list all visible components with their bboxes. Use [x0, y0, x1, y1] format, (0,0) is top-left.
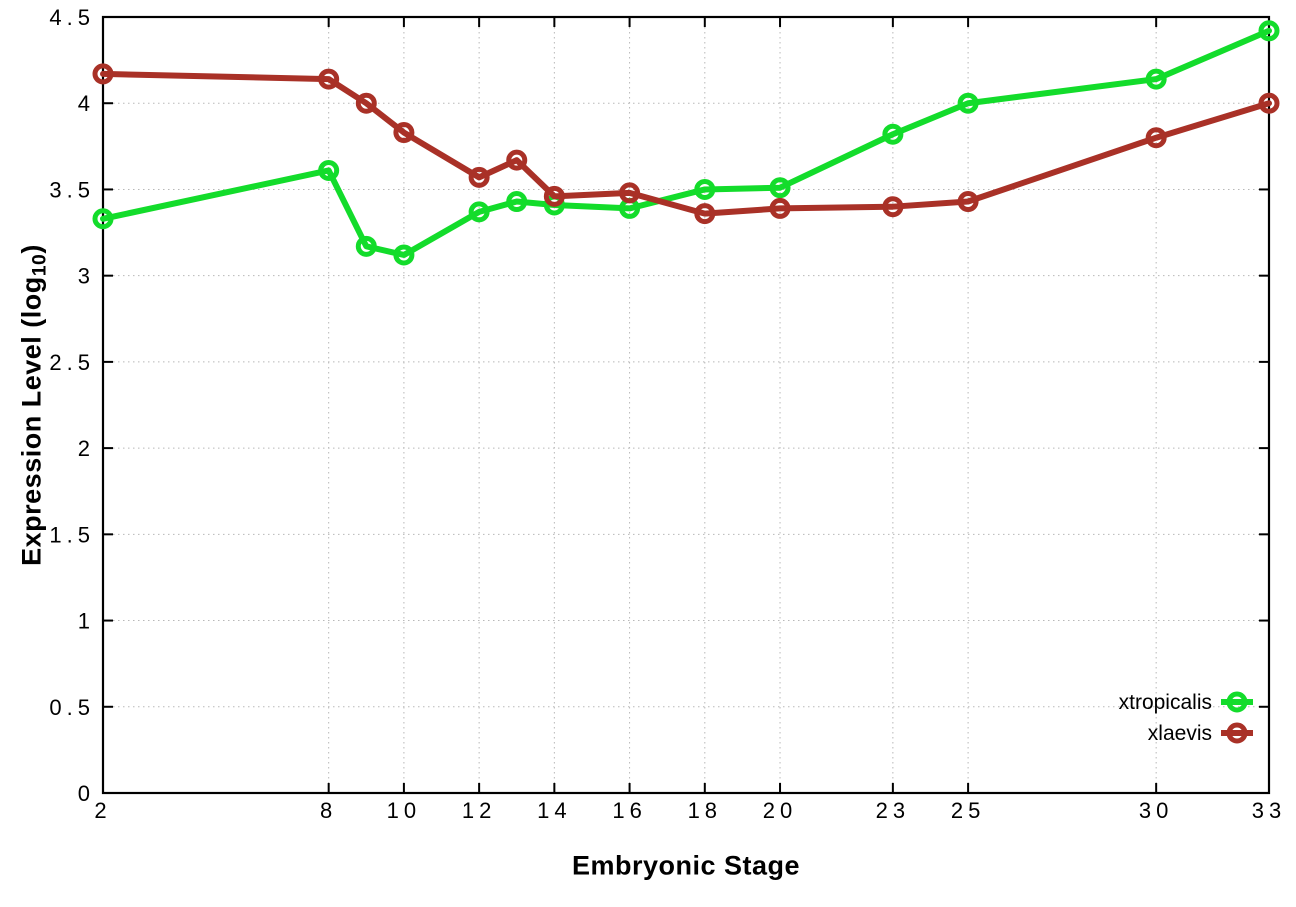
point-xlaevis-stage-23	[882, 196, 904, 218]
x-axis-title: Embryonic Stage	[571, 850, 801, 881]
point-xlaevis-stage-18	[694, 203, 716, 225]
point-xtropicalis-stage-18	[694, 178, 716, 200]
point-xtropicalis-stage-13	[506, 191, 528, 213]
point-xlaevis-stage-2	[92, 63, 114, 85]
point-xtropicalis-stage-2	[92, 208, 114, 230]
point-xtropicalis-stage-25	[957, 92, 979, 114]
series-line-xtropicalis	[100, 27, 1272, 258]
legend-label-xlaevis: xlaevis	[1148, 722, 1212, 745]
point-xlaevis-stage-33	[1258, 92, 1280, 114]
x-tick-label: 10	[387, 798, 421, 823]
x-tick-label: 30	[1139, 798, 1173, 823]
y-tick-label: 2.5	[49, 350, 95, 375]
x-tick-label: 18	[688, 798, 722, 823]
plot-border	[101, 15, 1271, 795]
x-tick-label: 25	[951, 798, 985, 823]
legend-item-xtropicalis: xtropicalis	[1119, 691, 1253, 714]
point-xtropicalis-stage-23	[882, 123, 904, 145]
point-xlaevis-stage-14	[543, 185, 565, 207]
point-xlaevis-stage-25	[957, 191, 979, 213]
y-tick-label: 1.5	[49, 522, 95, 547]
x-tick-label: 14	[537, 798, 571, 823]
point-xlaevis-stage-30	[1145, 127, 1167, 149]
point-xtropicalis-stage-33	[1258, 20, 1280, 42]
legend-item-xlaevis: xlaevis	[1148, 722, 1253, 745]
x-tick-label: 8	[320, 798, 337, 823]
y-tick-label: 3.5	[49, 177, 95, 202]
x-tick-label: 16	[612, 798, 646, 823]
point-xlaevis-stage-13	[506, 149, 528, 171]
point-xtropicalis-stage-8	[318, 159, 340, 181]
y-tick-label: 4	[78, 91, 95, 116]
y-tick-label: 1	[78, 609, 95, 634]
y-tick-label: 2	[78, 436, 95, 461]
point-xlaevis-stage-9	[355, 92, 377, 114]
point-xlaevis-stage-10	[393, 122, 415, 144]
x-tick-label: 12	[462, 798, 496, 823]
point-xtropicalis-stage-10	[393, 244, 415, 266]
x-tick-label: 33	[1252, 798, 1286, 823]
point-xlaevis-stage-12	[468, 166, 490, 188]
y-tick-label: 3	[78, 264, 95, 289]
legend-label-xtropicalis: xtropicalis	[1119, 691, 1212, 714]
point-xtropicalis-stage-12	[468, 201, 490, 223]
point-xtropicalis-stage-20	[769, 177, 791, 199]
point-xlaevis-stage-8	[318, 68, 340, 90]
y-axis-title: Expression Level (log10)	[17, 244, 52, 566]
y-axis-title-text: Expression Level (log	[16, 276, 47, 566]
y-axis-title-suffix: )	[16, 244, 47, 254]
legend-marker-xtropicalis	[1226, 691, 1248, 713]
y-tick-label: 4.5	[49, 5, 95, 30]
y-axis-title-subscript: 10	[28, 253, 51, 277]
y-tick-label: 0.5	[49, 695, 95, 720]
point-xtropicalis-stage-9	[355, 235, 377, 257]
point-xlaevis-stage-20	[769, 197, 791, 219]
y-tick-label: 0	[78, 781, 95, 806]
point-xtropicalis-stage-30	[1145, 68, 1167, 90]
point-xlaevis-stage-16	[619, 182, 641, 204]
x-tick-label: 2	[94, 798, 111, 823]
legend-marker-xlaevis	[1226, 722, 1248, 744]
x-tick-label: 23	[876, 798, 910, 823]
x-tick-label: 20	[763, 798, 797, 823]
